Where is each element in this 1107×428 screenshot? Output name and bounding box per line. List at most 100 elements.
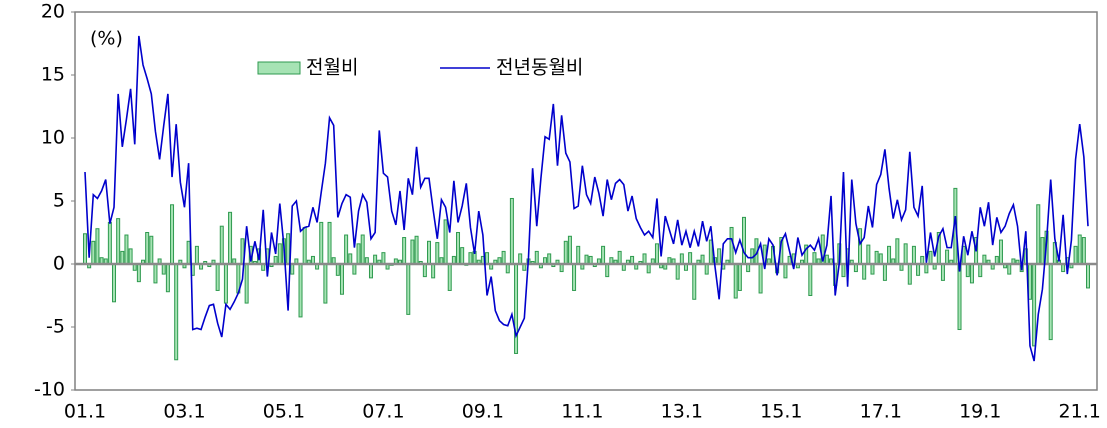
bar [107,221,112,265]
bar [165,263,170,293]
bar [228,211,233,265]
bar [576,245,581,265]
bar [468,252,473,265]
bar [244,263,249,304]
bar [874,250,879,265]
bar [356,243,361,265]
bar [435,242,440,265]
bar [646,263,651,274]
bar [161,263,166,275]
bar [841,263,846,278]
legend-label: 전월비 [306,57,358,79]
bar [149,235,154,265]
bar [572,263,577,291]
bar [982,254,987,265]
bar [153,263,158,284]
bar [692,263,697,300]
x-tick-label: 21.1 [1059,401,1101,423]
bar [352,263,357,275]
bar [170,204,175,265]
bar [737,263,742,291]
bar [862,263,867,280]
bar [717,248,722,265]
x-tick-label: 01.1 [64,401,106,423]
bar [700,254,705,265]
legend-swatch [257,61,301,75]
bar [368,263,373,279]
bar [808,263,813,296]
bar [928,250,933,265]
bar [514,263,519,354]
bar [729,226,734,265]
bar [584,254,589,265]
bar [302,226,307,265]
bar [124,234,129,265]
bar [969,263,974,284]
bar [870,263,875,275]
bar [485,252,490,265]
bar [1027,263,1032,300]
x-tick-label: 05.1 [263,401,305,423]
bar [1007,263,1012,275]
bar [223,263,228,304]
bar [957,263,962,331]
plot-frame [74,11,1098,391]
bar [402,237,407,265]
bar [501,250,506,265]
bar [733,263,738,299]
bar [654,243,659,265]
bar [924,263,929,274]
bar [1073,245,1078,265]
bar [866,244,871,265]
bar [887,245,892,265]
bar [758,263,763,294]
bar [128,248,133,265]
bar [675,263,680,280]
bar [290,263,295,275]
bar [882,263,887,281]
bar [286,233,291,265]
bar [824,254,829,265]
bar [422,263,427,278]
bar [547,253,552,265]
bar [505,263,510,274]
y-tick-label: 10 [41,127,65,149]
bar [965,263,970,278]
bar [601,245,606,265]
line [84,35,1089,362]
bar [563,240,568,265]
bar [360,234,365,265]
bar [91,240,96,265]
x-tick-label: 13.1 [661,401,703,423]
y-tick-label: -5 [46,316,65,338]
bar [1032,263,1037,347]
bar [534,250,539,265]
bar [907,263,912,285]
bar [83,233,87,265]
bar [219,225,224,265]
bar [509,197,514,265]
bar [460,247,465,265]
bar [642,253,647,265]
y-tick-label: 5 [53,190,65,212]
bar [783,263,788,279]
bar [410,239,415,265]
bar [277,243,282,265]
y-tick-label: 15 [41,64,65,86]
bar [940,263,945,281]
x-tick-label: 07.1 [362,401,404,423]
y-tick-label: 0 [53,253,65,275]
bar [373,254,378,265]
bar [978,263,983,278]
bar [145,232,150,265]
bar [1081,237,1086,265]
bar [344,234,349,265]
bar [911,245,916,265]
bar [381,252,386,265]
bar [1048,263,1053,341]
bar [323,263,328,304]
y-unit: (%) [90,28,123,50]
bar [998,239,1003,265]
